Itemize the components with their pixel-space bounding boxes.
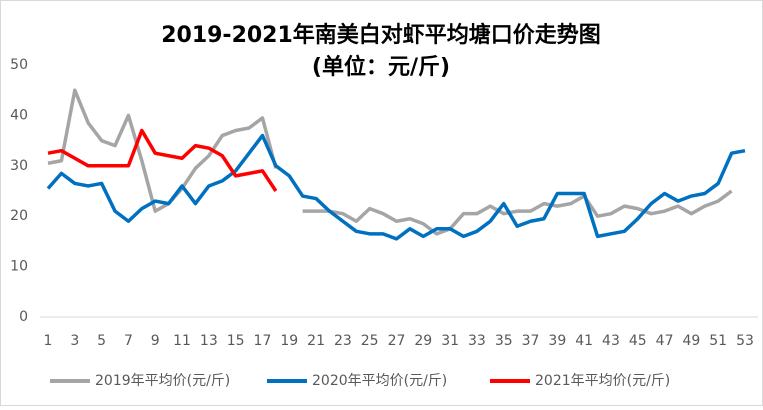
x-tick-label: 13 xyxy=(200,333,218,349)
x-tick-label: 49 xyxy=(682,333,700,349)
chart-title: 2019-2021年南美白对虾平均塘口价走势图 xyxy=(161,22,601,48)
x-tick-label: 33 xyxy=(468,333,486,349)
x-tick-label: 25 xyxy=(361,333,379,349)
x-tick-label: 39 xyxy=(548,333,566,349)
x-tick-label: 21 xyxy=(307,333,325,349)
chart-subtitle: (单位：元/斤) xyxy=(312,54,450,80)
series-line xyxy=(47,128,278,192)
x-tick-label: 11 xyxy=(173,333,191,349)
y-tick-label: 40 xyxy=(10,107,28,123)
x-tick-label: 35 xyxy=(495,333,513,349)
x-tick-label: 7 xyxy=(124,333,133,349)
legend-label: 2019年平均价(元/斤) xyxy=(95,373,230,389)
x-tick-label: 15 xyxy=(227,333,245,349)
y-tick-label: 30 xyxy=(10,158,28,174)
series-line xyxy=(46,133,746,241)
x-tick-label: 29 xyxy=(414,333,432,349)
y-tick-label: 10 xyxy=(10,259,28,275)
x-tick-label: 19 xyxy=(280,333,298,349)
x-tick-label: 1 xyxy=(44,333,53,349)
x-tick-label: 31 xyxy=(441,333,459,349)
y-tick-label: 50 xyxy=(10,57,28,73)
x-tick-label: 5 xyxy=(97,333,106,349)
x-tick-label: 17 xyxy=(254,333,272,349)
legend-label: 2020年平均价(元/斤) xyxy=(312,373,447,389)
y-tick-label: 0 xyxy=(19,309,28,325)
x-tick-label: 43 xyxy=(602,333,620,349)
legend-label: 2021年平均价(元/斤) xyxy=(535,373,670,389)
x-tick-label: 51 xyxy=(709,333,727,349)
x-tick-label: 27 xyxy=(388,333,406,349)
x-tick-label: 9 xyxy=(151,333,160,349)
x-tick-label: 23 xyxy=(334,333,352,349)
x-tick-label: 47 xyxy=(656,333,674,349)
x-tick-label: 41 xyxy=(575,333,593,349)
x-tick-label: 37 xyxy=(522,333,540,349)
x-tick-label: 3 xyxy=(70,333,79,349)
series-line xyxy=(47,88,733,236)
x-tick-label: 45 xyxy=(629,333,647,349)
y-tick-label: 20 xyxy=(10,208,28,224)
x-tick-label: 53 xyxy=(736,333,754,349)
